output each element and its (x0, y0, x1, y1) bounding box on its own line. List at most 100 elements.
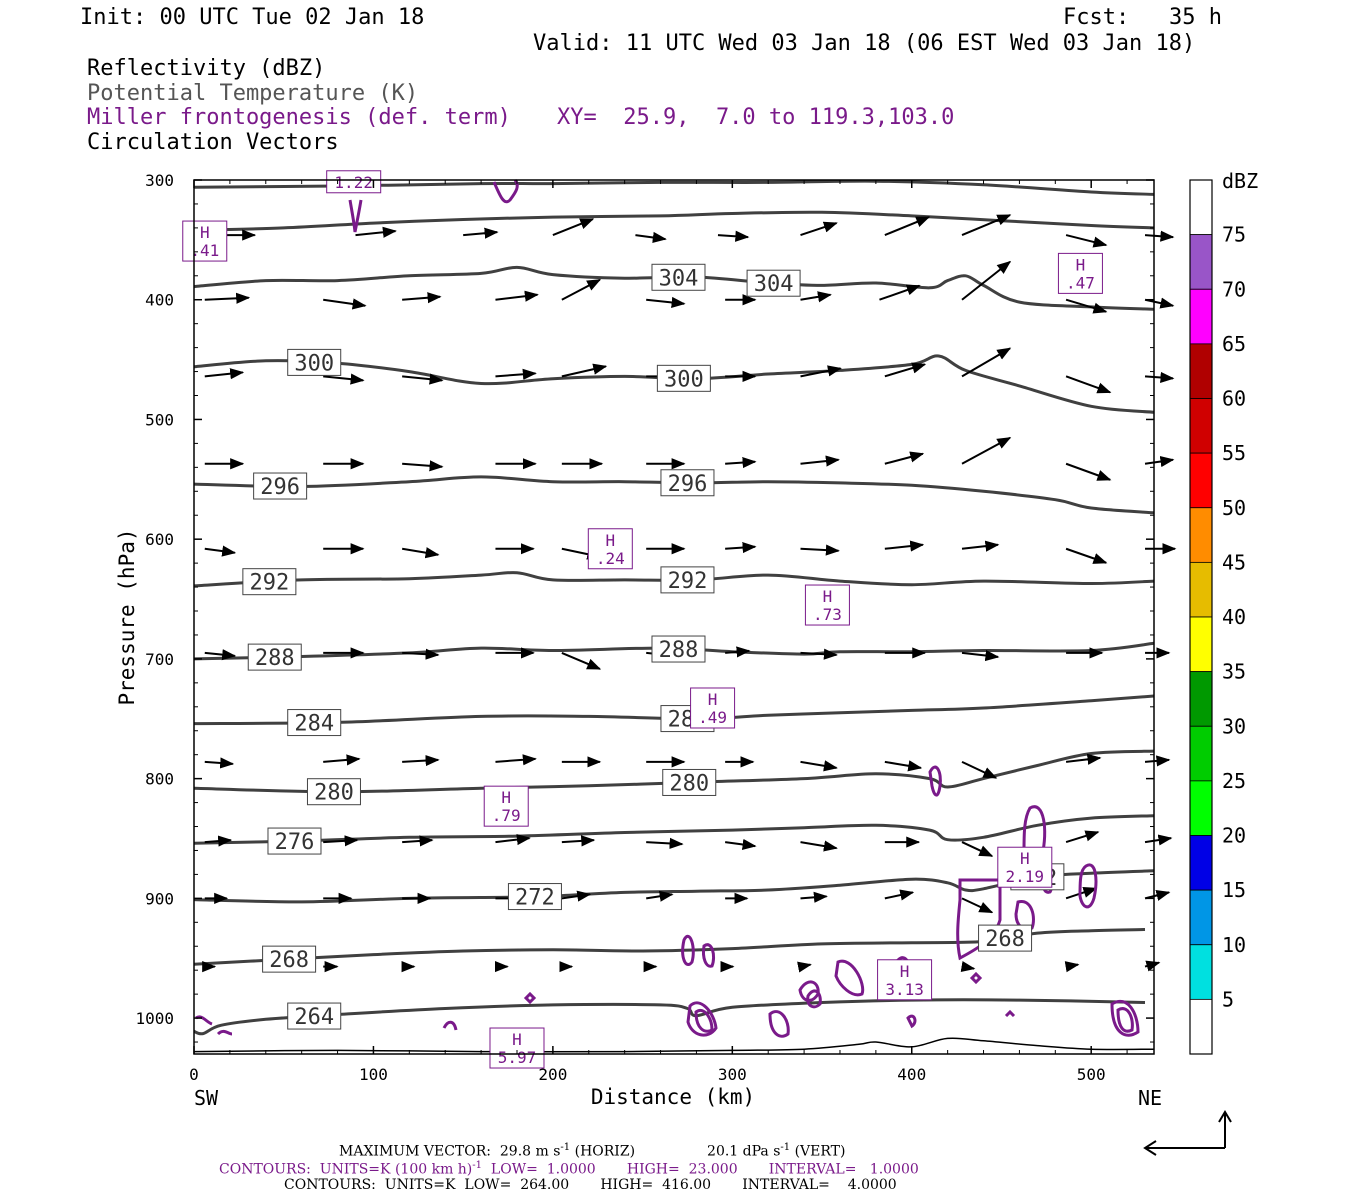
circulation-vector (1144, 230, 1175, 242)
max-label-value: .47 (1066, 273, 1095, 292)
colorbar-swatch (1189, 780, 1213, 836)
colorbar-swatch (1189, 398, 1213, 454)
x-tick-label: 200 (538, 1065, 567, 1084)
circulation-vector (355, 226, 397, 238)
frontogenesis-contour (906, 1014, 917, 1029)
circulation-vector (646, 890, 674, 902)
circulation-vector (402, 835, 434, 847)
colorbar-label: 75 (1222, 223, 1246, 247)
theta-label: 292 (249, 571, 289, 596)
frontogenesis-contour (523, 991, 537, 1005)
max-label-value: .41 (190, 241, 219, 260)
max-label-box (587, 528, 633, 570)
orientation-arrow-icon (1143, 1110, 1232, 1156)
circulation-vector (884, 362, 927, 378)
theta-label: 296 (260, 475, 300, 500)
y-tick-label: 500 (145, 410, 174, 429)
frontogenesis-maxima: 1.22H.41H.47H.24H.73H.49H.79H2.19H3.13H5… (182, 170, 1103, 1069)
plot-area (194, 180, 1154, 1054)
max-label-box (326, 170, 382, 194)
circulation-vector (960, 961, 976, 973)
circulation-vector (800, 891, 828, 903)
circulation-vector (323, 373, 365, 385)
circulation-vector (961, 260, 1012, 301)
circulation-vector (1144, 455, 1175, 468)
theta-contour-line (193, 354, 1155, 414)
colorbar-swatch (1189, 998, 1213, 1055)
circulation-vector (1144, 834, 1173, 846)
theta-label: 280 (314, 781, 354, 806)
circulation-vector (800, 291, 832, 303)
max-label-letter: H (512, 1030, 522, 1049)
cross-section-endpoints: XY= 25.9, 7.0 to 119.3,103.0 (557, 105, 955, 130)
frontogenesis-contour (1078, 863, 1098, 909)
circulation-vector (961, 649, 1000, 662)
circulation-vector (402, 373, 444, 385)
circulation-vector (646, 296, 686, 308)
frontogenesis-maximum: H2.19 (997, 846, 1053, 888)
theta-contour-line (193, 694, 1155, 726)
frontogenesis-contour (348, 199, 363, 233)
y-tick-label: 600 (145, 530, 174, 549)
theta-label: 280 (669, 771, 709, 796)
theta-label: 296 (668, 472, 708, 497)
x-axis-title: Distance (km) (591, 1085, 755, 1109)
terrain-line (193, 1037, 1155, 1053)
colorbar-label: 50 (1222, 496, 1246, 520)
circulation-vector (646, 837, 684, 849)
circulation-vector (204, 368, 245, 380)
colorbar-swatch (1189, 889, 1213, 946)
colorbar-label: 65 (1222, 332, 1246, 356)
circulation-vector (725, 646, 751, 658)
theta-label: 288 (659, 638, 699, 663)
y-axis-title: Pressure (hPa) (115, 528, 139, 705)
circulation-vector (1065, 462, 1112, 481)
circulation-vector (561, 363, 608, 378)
colorbar-swatch (1189, 507, 1213, 563)
circulation-vector (1065, 298, 1108, 314)
circulation-vector (961, 897, 994, 914)
x-tick-label: 500 (1077, 1065, 1106, 1084)
circulation-vector (323, 835, 359, 847)
circulation-vector (800, 455, 840, 467)
theta-label-box (660, 469, 715, 497)
axis-ticks: 0 100 200 300 400 500 300 400 500 600 700 800 900 100… (135, 171, 1154, 1084)
theta-label-box (978, 924, 1033, 952)
max-label-box (804, 584, 850, 626)
y-tick-label: 400 (145, 291, 174, 310)
frontogenesis-contour-info: CONTOURS: UNITS=K (100 km h)-1 LOW= 1.00… (219, 1160, 919, 1178)
circulation-vector (1144, 297, 1175, 309)
frontogenesis-maximum: H.73 (804, 584, 850, 626)
colorbar: 5 10 15 20 25 30 35 40 45 50 55 60 65 70 75 (1189, 179, 1246, 1055)
y-tick-label: 1000 (135, 1009, 174, 1028)
x-tick-label: 100 (359, 1065, 388, 1084)
circulation-vector (402, 648, 440, 660)
max-label-letter: H (605, 531, 615, 550)
circulation-vector (961, 760, 998, 779)
colorbar-swatch (1189, 234, 1213, 290)
frontogenesis-contour (806, 989, 822, 1009)
max-label-value: 3.13 (885, 980, 924, 999)
circulation-vector (561, 278, 602, 301)
circulation-vector (323, 298, 367, 310)
max-label-letter: H (823, 587, 833, 606)
max-label-letter: H (900, 962, 910, 981)
colorbar-label: 5 (1222, 987, 1234, 1011)
circulation-vector (495, 754, 537, 766)
circulation-vector (463, 227, 499, 239)
frontogenesis-maximum: H3.13 (877, 959, 933, 1001)
max-label-value: .73 (813, 605, 842, 624)
circulation-vector (884, 760, 923, 772)
circulation-vector (961, 841, 994, 857)
theta-label-box (253, 472, 308, 500)
circulation-vector (1065, 753, 1102, 765)
colorbar-label: 25 (1222, 769, 1246, 793)
frontogenesis-contour (492, 179, 519, 204)
circulation-vector (800, 544, 840, 556)
theta-contour-line (193, 571, 1155, 588)
theta-contour-line (193, 641, 1155, 661)
x-tick-label: 400 (897, 1065, 926, 1084)
max-label-box (690, 687, 736, 729)
frontogenesis-maximum: H.79 (483, 785, 529, 827)
frontogenesis-maximum: H5.97 (489, 1027, 545, 1069)
